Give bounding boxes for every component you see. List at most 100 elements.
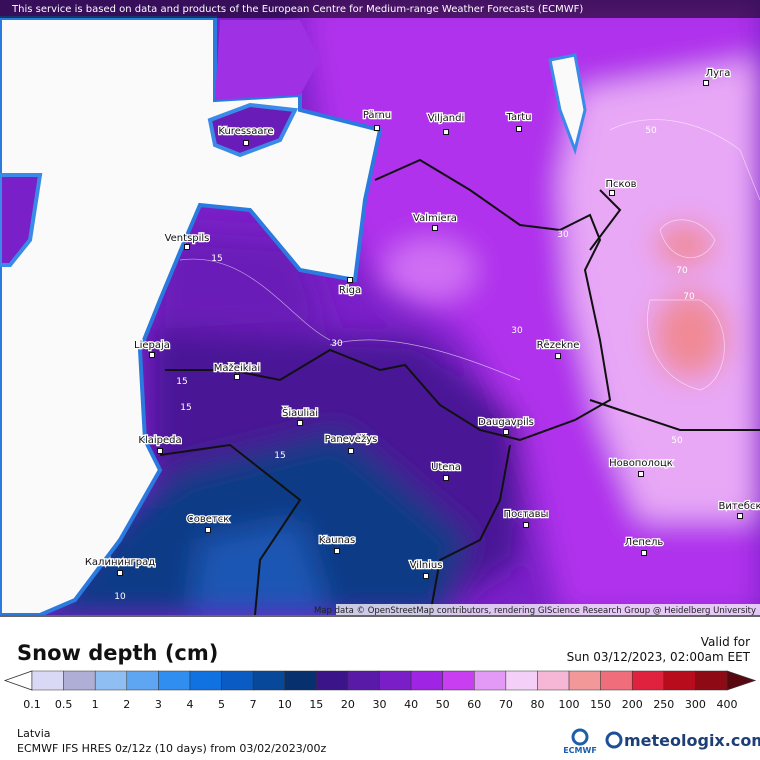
legend-tick-label: 10 <box>278 698 292 711</box>
legend-swatch <box>252 670 285 691</box>
city-label: Витебск <box>718 501 760 512</box>
legend-swatch <box>410 670 443 691</box>
city-label: Kaunas <box>319 535 356 546</box>
contour-label: 70 <box>683 292 695 302</box>
city-dot <box>638 471 644 477</box>
legend-swatch <box>316 670 349 691</box>
legend-swatch <box>474 670 507 691</box>
city-label: Tartu <box>506 112 532 123</box>
city-label: Поставы <box>504 509 549 520</box>
legend-tick-label: 3 <box>155 698 162 711</box>
contour-label: 15 <box>180 403 191 413</box>
contour-label: 10 <box>114 592 126 602</box>
city-label: Riga <box>339 285 361 296</box>
contours <box>179 119 760 391</box>
legend-tick-label: 0.1 <box>23 698 41 711</box>
model-run: ECMWF IFS HRES 0z/12z (10 days) from 03/… <box>17 742 327 755</box>
city-dot <box>523 522 529 528</box>
legend: 0.1 0.5 1 2 3 4 5 7 10 15 20 30 40 50 60 70 80 100 150 200 2… <box>3 670 757 711</box>
legend-swatch <box>568 670 601 691</box>
city-label: Rēzekne <box>537 340 580 351</box>
legend-tick-label: 7 <box>250 698 257 711</box>
contour-label: 30 <box>511 326 523 336</box>
legend-tick-label: 30 <box>373 698 387 711</box>
city-label: Kuressaare <box>218 126 273 137</box>
city-label: Псков <box>605 179 636 190</box>
city-dot <box>443 129 449 135</box>
city-dot <box>737 513 743 519</box>
legend-tick-label: 1 <box>92 698 99 711</box>
city-dot <box>149 352 155 358</box>
brand: meteologix.com <box>624 731 760 750</box>
legend-tick-label: 100 <box>559 698 580 711</box>
legend-tick-label: 60 <box>467 698 481 711</box>
legend-tick-label: 400 <box>717 698 738 711</box>
city-label: Калининград <box>85 557 155 568</box>
contour-label: 15 <box>211 254 222 264</box>
ecmwf-logo: ECMWF <box>563 746 597 755</box>
valid-time: Sun 03/12/2023, 02:00am EET <box>567 650 751 664</box>
legend-swatch <box>379 670 412 691</box>
legend-swatch <box>189 670 222 691</box>
legend-swatch <box>94 670 128 691</box>
legend-swatch <box>284 670 317 691</box>
city-dot <box>184 244 190 250</box>
city-dot <box>516 126 522 132</box>
city-label: Utena <box>431 462 461 473</box>
city-label: Viljandi <box>428 113 465 124</box>
city-dot <box>117 570 123 576</box>
city-dot <box>703 80 709 86</box>
legend-swatch <box>347 670 380 691</box>
city-dot <box>243 140 249 146</box>
city-dot <box>641 550 647 556</box>
attribution: Map data © OpenStreetMap contributors, r… <box>314 606 756 616</box>
city-dot <box>334 548 340 554</box>
legend-swatch <box>537 670 570 691</box>
legend-swatch <box>221 670 254 691</box>
contour-label: 70 <box>676 266 688 276</box>
city-label: Луга <box>706 68 731 79</box>
contour-label: 30 <box>557 230 569 240</box>
contour-label: 50 <box>645 126 657 136</box>
city-label: Лепель <box>625 537 664 548</box>
legend-swatch <box>442 670 475 691</box>
city-dot <box>348 448 354 454</box>
legend-tick-label: 300 <box>685 698 706 711</box>
legend-tick-label: 50 <box>436 698 450 711</box>
legend-swatch <box>63 670 96 691</box>
city-label: Ventspils <box>165 233 210 244</box>
city-label: Vilnius <box>410 560 443 571</box>
legend-tick-label: 70 <box>499 698 513 711</box>
city-dot <box>432 225 438 231</box>
city-dot <box>423 573 429 579</box>
valid-label: Valid for <box>701 635 750 649</box>
city-dot <box>503 429 509 435</box>
legend-swatch <box>505 670 538 691</box>
legend-tick-label: 0.5 <box>55 698 73 711</box>
city-label: Šiauliai <box>282 406 318 419</box>
city-dot <box>205 527 211 533</box>
legend-under-arrow <box>3 670 33 691</box>
region: Latvia <box>17 727 51 740</box>
legend-tick-label: 20 <box>341 698 355 711</box>
legend-tick-label: 2 <box>123 698 130 711</box>
legend-swatch <box>126 670 159 691</box>
legend-tick-label: 40 <box>404 698 418 711</box>
contour-label: 15 <box>176 377 187 387</box>
legend-tick-label: 150 <box>590 698 611 711</box>
legend-tick-label: 250 <box>653 698 674 711</box>
city-label: Daugavpils <box>478 417 534 428</box>
borders <box>159 158 760 615</box>
legend-tick-label: 80 <box>530 698 544 711</box>
legend-tick-label: 4 <box>186 698 193 711</box>
city-label: Valmiera <box>413 213 457 224</box>
city-label: Советск <box>187 514 230 525</box>
city-dot <box>374 125 380 131</box>
city-dot <box>297 420 303 426</box>
city-label: Pärnu <box>363 110 391 121</box>
city-dot <box>443 475 449 481</box>
city-dot <box>347 277 353 283</box>
city-label: Новополоцк <box>609 458 673 469</box>
